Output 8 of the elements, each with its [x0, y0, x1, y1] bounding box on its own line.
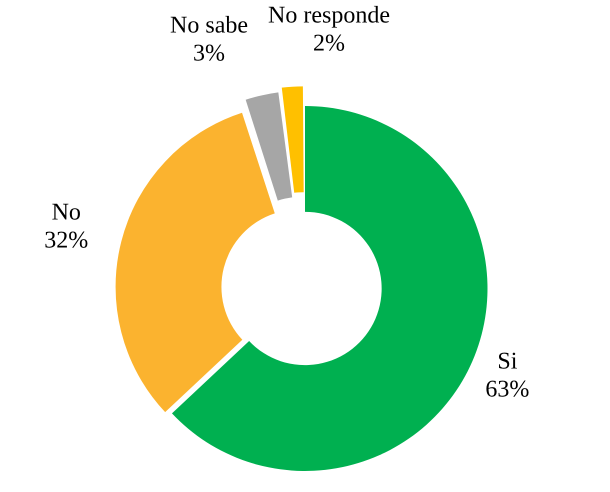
data-label: 3% — [193, 40, 226, 66]
slice-label: No — [52, 199, 81, 226]
data-label: 32% — [44, 227, 88, 254]
slice-label: No responde — [268, 2, 390, 28]
slice-label: No sabe — [170, 12, 248, 38]
slice-label: Si — [497, 348, 518, 374]
data-label: 63% — [485, 376, 530, 402]
data-label: 2% — [312, 30, 345, 56]
